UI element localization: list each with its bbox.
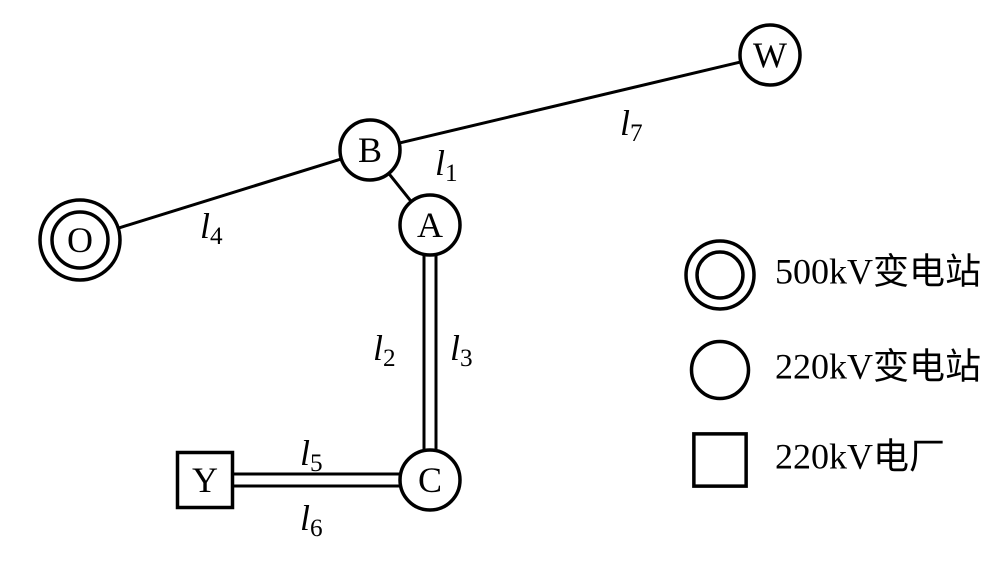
node-Y: Y: [178, 453, 233, 508]
legend: 500kV变电站 220kV变电站 220kV电厂: [686, 241, 981, 486]
legend-plant-icon: [694, 434, 746, 486]
node-B-label: B: [358, 130, 382, 170]
legend-label-plant: 220kV电厂: [775, 436, 945, 476]
edge-label-l5: l5: [300, 433, 323, 477]
edge-l4: [118, 159, 341, 228]
legend-label-500kv: 500kV变电站: [775, 251, 981, 291]
node-O: O: [40, 200, 120, 280]
node-W-label: W: [753, 35, 787, 75]
edge-l1: [389, 173, 412, 201]
node-A: A: [400, 195, 460, 255]
legend-500kv-inner-icon: [697, 252, 743, 298]
node-A-label: A: [417, 205, 443, 245]
edge-label-l3: l3: [450, 328, 473, 372]
legend-label-220kv: 220kV变电站: [775, 346, 981, 386]
legend-item-500kv: 500kV变电站: [686, 241, 981, 309]
edge-label-l7: l7: [620, 103, 643, 147]
legend-item-plant: 220kV电厂: [694, 434, 945, 486]
edge-label-l4: l4: [200, 206, 223, 250]
node-W: W: [740, 25, 800, 85]
edge-l7: [399, 62, 741, 143]
node-C-label: C: [418, 460, 442, 500]
legend-220kv-icon: [692, 342, 749, 399]
node-C: C: [400, 450, 460, 510]
legend-item-220kv: 220kV变电站: [692, 342, 982, 399]
node-B: B: [340, 120, 400, 180]
edge-label-l6: l6: [300, 498, 323, 542]
node-Y-label: Y: [192, 460, 218, 500]
edge-label-l1: l1: [435, 143, 458, 187]
node-O-label: O: [67, 220, 93, 260]
edge-label-l2: l2: [373, 328, 396, 372]
